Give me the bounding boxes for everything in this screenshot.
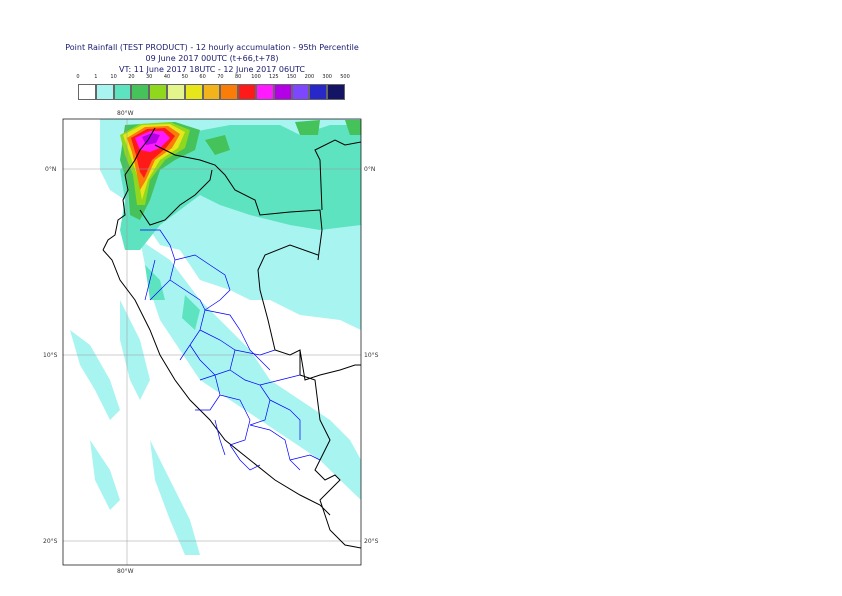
rain-field-aqua-green [120,125,361,330]
map-frame [62,118,362,566]
title-line-2: 09 June 2017 00UTC (t+66,t+78) [145,54,279,63]
legend-threshold-label: 1 [94,74,98,80]
lat-label-10s: 10°S [43,352,58,359]
legend-threshold-label: 0 [76,74,80,80]
legend-color-swatch [78,84,96,100]
legend-color-swatch [238,84,256,100]
legend-color-swatch [167,84,185,100]
color-legend: 0 1 10 20 30 40 50 60 70 80 100 125 150 200 300 500 [60,74,360,104]
legend-threshold-label: 125 [269,74,279,80]
lon-label-top: 80°W [117,110,134,117]
title-line-1: Point Rainfall (TEST PRODUCT) - 12 hourl… [65,43,359,52]
legend-color-swatch [202,84,221,100]
legend-color-swatch [184,84,203,100]
lon-label-bottom: 80°W [117,568,134,575]
lat-label-20s: 20°S [43,538,58,545]
legend-color-swatch [95,84,114,100]
legend-threshold-label: 50 [181,74,188,80]
lat-label-10s-right: 10°S [364,352,379,359]
legend-color-swatch [273,84,292,100]
lat-label-0-right: 0°N [364,166,375,173]
legend-threshold-label: 20 [128,74,135,80]
legend-color-swatch [220,84,239,100]
legend-color-swatch [309,84,328,100]
title-line-3: VT: 11 June 2017 18UTC - 12 June 2017 06… [119,65,305,74]
gridlines [63,119,361,565]
legend-threshold-label: 30 [146,74,153,80]
legend-threshold-label: 300 [322,74,332,80]
coastline-borders [102,127,361,549]
legend-threshold-label: 500 [340,74,350,80]
legend-threshold-label: 60 [199,74,206,80]
regional-borders [140,229,321,471]
legend-color-swatch [113,84,132,100]
legend-threshold-label: 10 [110,74,117,80]
lat-label-20s-right: 20°S [364,538,379,545]
legend-threshold-label: 80 [235,74,242,80]
legend-threshold-label: 150 [286,74,297,80]
legend-color-swatch [327,84,345,100]
legend-color-swatch [149,84,167,100]
legend-threshold-label: 70 [217,74,224,80]
rain-field-light-cyan [70,119,361,555]
legend-color-swatch [291,84,310,100]
legend-threshold-label: 200 [304,74,315,80]
lat-label-0: 0°N [45,166,56,173]
legend-threshold-label: 100 [251,74,261,80]
legend-color-swatch [131,84,150,100]
legend-color-swatch [256,84,274,100]
legend-threshold-label: 40 [163,74,171,80]
